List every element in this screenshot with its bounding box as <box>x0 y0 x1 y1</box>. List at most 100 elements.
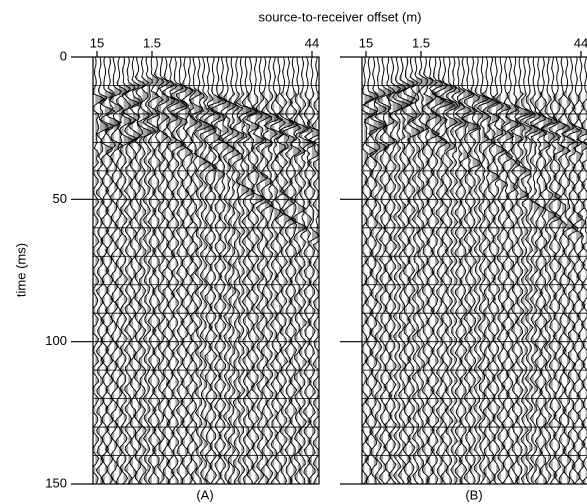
trace <box>274 57 287 484</box>
trace-fill <box>303 57 316 484</box>
trace <box>486 57 502 484</box>
trace <box>136 57 152 484</box>
trace <box>566 57 582 484</box>
trace-fill <box>374 57 387 484</box>
x-tick-label: 44 <box>574 35 587 50</box>
trace <box>133 57 146 484</box>
trace <box>392 57 411 484</box>
trace-fill <box>511 57 522 484</box>
trace-fill <box>558 57 571 484</box>
trace <box>170 57 188 484</box>
trace <box>98 57 116 484</box>
trace-fill <box>246 57 259 484</box>
trace <box>449 57 464 484</box>
trace-fill <box>170 57 187 484</box>
trace-fill <box>161 57 175 484</box>
trace <box>245 57 260 484</box>
trace <box>174 57 190 484</box>
trace-fill <box>362 57 374 484</box>
trace-fill <box>473 57 488 484</box>
x-tick-label: 15 <box>90 35 104 50</box>
trace-fill <box>433 57 454 484</box>
trace-fill <box>397 57 413 484</box>
trace <box>255 57 271 484</box>
panel-label: (B) <box>465 487 482 502</box>
y-axis-label: time (ms) <box>13 243 28 297</box>
trace <box>416 57 430 484</box>
trace <box>282 57 299 484</box>
trace-fill <box>467 57 481 484</box>
trace <box>306 57 319 484</box>
trace <box>444 57 459 484</box>
trace-fill <box>548 57 561 484</box>
x-tick-label: 44 <box>305 35 319 50</box>
trace <box>382 57 396 484</box>
trace-fill <box>533 57 548 484</box>
trace-fill <box>105 57 121 484</box>
trace-fill <box>307 57 319 484</box>
trace <box>288 57 302 484</box>
trace <box>302 57 316 484</box>
trace <box>560 57 576 484</box>
trace <box>95 57 109 484</box>
trace <box>377 57 392 484</box>
trace-fill <box>128 57 142 484</box>
trace <box>385 57 403 484</box>
y-tick-label: 0 <box>60 48 67 63</box>
trace-fill <box>190 57 203 484</box>
trace <box>473 57 489 484</box>
trace <box>362 57 375 484</box>
trace <box>571 57 584 484</box>
trace <box>193 57 213 484</box>
trace <box>104 57 122 484</box>
trace-fill <box>572 57 583 484</box>
panel: 15 1.5 44 0 50 100 150 time (ms) (A) <box>13 35 320 502</box>
trace <box>519 57 535 484</box>
trace-fill <box>194 57 212 484</box>
trace <box>432 57 455 484</box>
trace <box>207 57 224 484</box>
trace <box>504 57 520 484</box>
y-tick-label: 100 <box>45 333 67 348</box>
trace <box>278 57 295 484</box>
trace-fill <box>133 57 146 484</box>
traces <box>362 57 587 484</box>
trace-fill <box>386 57 402 484</box>
trace <box>363 57 379 484</box>
panel-label: (A) <box>196 487 213 502</box>
trace <box>231 57 245 484</box>
trace-fill <box>109 57 123 484</box>
trace-fill <box>270 57 283 484</box>
trace <box>515 57 531 484</box>
trace <box>438 57 456 484</box>
panel-frame <box>361 56 587 485</box>
trace <box>119 57 134 484</box>
trace <box>552 57 568 484</box>
trace-fill <box>566 57 581 484</box>
trace <box>411 57 424 484</box>
trace-fill <box>477 57 493 484</box>
trace-fill <box>222 57 237 484</box>
trace-fill <box>501 57 514 484</box>
trace <box>424 57 441 484</box>
trace <box>189 57 203 484</box>
x-tick-label: 1.5 <box>143 35 161 50</box>
trace <box>510 57 523 484</box>
trace <box>396 57 414 484</box>
trace-fill <box>199 57 216 484</box>
trace-fill <box>93 57 106 484</box>
trace-fill <box>482 57 498 484</box>
trace-fill <box>491 57 504 484</box>
trace-fill <box>298 57 312 484</box>
trace <box>402 57 418 484</box>
trace-fill <box>402 57 417 484</box>
trace-fill <box>251 57 265 484</box>
trace <box>490 57 505 484</box>
trace <box>576 57 587 484</box>
trace-fill <box>99 57 115 484</box>
trace-fill <box>217 57 231 484</box>
trace <box>311 57 319 484</box>
trace-fill <box>541 57 557 484</box>
trace <box>263 57 280 484</box>
